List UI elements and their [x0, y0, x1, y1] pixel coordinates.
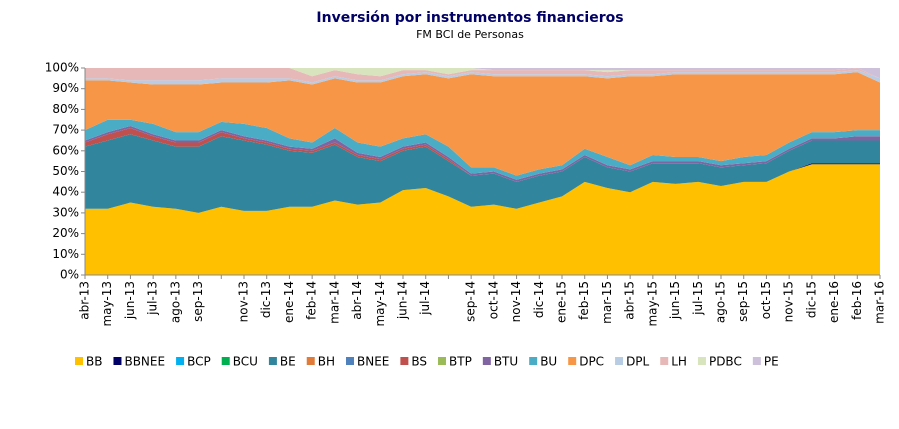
legend-label: BBNEE [124, 355, 165, 369]
y-tick-label: 70% [52, 123, 79, 137]
legend-swatch [752, 357, 761, 365]
x-tick-label: oct-15 [759, 281, 773, 319]
x-tick-label: abr-15 [623, 281, 637, 320]
x-tick-label: feb-14 [305, 281, 319, 320]
legend-swatch [697, 357, 706, 365]
legend-label: BS [411, 355, 427, 369]
area [85, 72, 880, 176]
legend-swatch [400, 357, 409, 365]
x-tick-label: nov-14 [509, 281, 523, 322]
legend-label: PE [764, 355, 779, 369]
x-tick-label: mar-14 [327, 281, 341, 324]
x-tick-label: dic-14 [532, 281, 546, 318]
area [85, 134, 880, 213]
y-tick-label: 40% [52, 185, 79, 199]
x-tick-label: ene-14 [282, 281, 296, 323]
legend-swatch [268, 357, 277, 365]
x-tick-label: sep-14 [464, 281, 478, 322]
legend-swatch [660, 357, 669, 365]
legend-label: BTP [449, 355, 472, 369]
legend-label: PDBC [709, 355, 742, 369]
y-tick-label: 10% [52, 247, 79, 261]
x-tick-label: ene-15 [555, 281, 569, 323]
x-tick-label: may-13 [100, 281, 114, 327]
x-tick-label: sep-13 [191, 281, 205, 322]
x-tick-label: dic-13 [259, 281, 273, 318]
x-tick-label: nov-15 [782, 281, 796, 322]
legend-swatch [568, 357, 577, 365]
legend-swatch [615, 357, 624, 365]
y-tick-label: 20% [52, 226, 79, 240]
chart-title: Inversión por instrumentos financieros [316, 10, 623, 26]
x-tick-label: mar-16 [873, 281, 887, 324]
legend-swatch [176, 357, 185, 365]
legend-swatch [113, 357, 122, 365]
x-tick-label: oct-14 [486, 281, 500, 319]
area [85, 68, 880, 79]
legend-label: BH [318, 355, 335, 369]
legend-label: BB [86, 355, 102, 369]
y-tick-label: 0% [60, 268, 79, 282]
x-tick-label: ago-15 [714, 281, 728, 323]
x-tick-label: mar-15 [600, 281, 614, 324]
legend-swatch [75, 357, 83, 365]
legend-label: BTU [494, 355, 518, 369]
x-tick-label: abr-14 [350, 281, 364, 320]
legend-swatch [346, 357, 354, 365]
x-tick-label: nov-13 [237, 281, 251, 322]
legend-label: LH [671, 355, 687, 369]
y-tick-label: 50% [52, 164, 79, 178]
y-tick-label: 90% [52, 81, 79, 95]
legend-label: BU [540, 355, 557, 369]
legend-swatch [306, 357, 315, 365]
chart-subtitle: FM BCI de Personas [416, 28, 524, 41]
x-tick-label: jun-14 [396, 281, 410, 320]
legend-label: DPC [579, 355, 604, 369]
legend-label: DPL [626, 355, 649, 369]
legend-swatch [482, 357, 491, 365]
y-tick-label: 60% [52, 143, 79, 157]
y-tick-label: 80% [52, 102, 79, 116]
legend-label: BNEE [357, 355, 389, 369]
x-tick-label: jun-15 [668, 281, 682, 320]
x-tick-label: jul-13 [146, 281, 160, 316]
legend-label: BCU [233, 355, 258, 369]
area [85, 68, 880, 83]
area [85, 70, 880, 85]
x-tick-label: may-15 [645, 281, 659, 327]
x-tick-label: ene-16 [827, 281, 841, 323]
x-tick-label: jun-13 [123, 281, 137, 320]
x-tick-label: ago-13 [168, 281, 182, 323]
x-tick-label: abr-13 [78, 281, 92, 320]
legend-swatch [438, 357, 447, 365]
legend-swatch [529, 357, 538, 365]
x-tick-label: sep-15 [736, 281, 750, 322]
area [85, 164, 880, 275]
y-tick-label: 100% [45, 61, 79, 75]
x-tick-label: feb-16 [850, 281, 864, 320]
x-tick-label: dic-15 [804, 281, 818, 318]
legend-label: BCP [187, 355, 211, 369]
area [85, 68, 880, 79]
x-tick-label: feb-15 [577, 281, 591, 320]
x-tick-label: jul-14 [418, 281, 432, 316]
x-tick-label: jul-15 [691, 281, 705, 316]
y-tick-label: 30% [52, 205, 79, 219]
area [85, 119, 880, 180]
legend-swatch [221, 357, 230, 365]
legend-label: BE [280, 355, 296, 369]
x-tick-label: may-14 [373, 281, 387, 327]
